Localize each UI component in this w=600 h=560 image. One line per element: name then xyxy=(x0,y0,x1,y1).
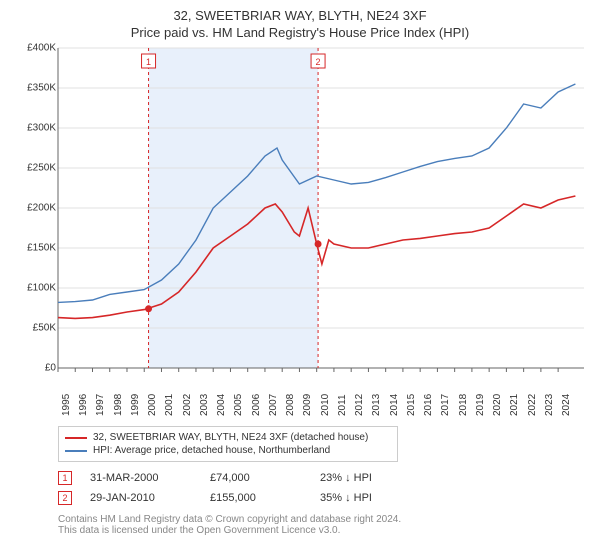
x-tick-label: 2021 xyxy=(509,394,520,416)
x-tick-label: 2018 xyxy=(458,394,469,416)
x-tick-label: 2007 xyxy=(268,394,279,416)
x-tick-label: 2011 xyxy=(337,394,348,416)
x-tick-label: 1999 xyxy=(130,394,141,416)
x-tick-label: 2009 xyxy=(302,394,313,416)
x-tick-label: 2014 xyxy=(389,394,400,416)
chart-plot-area: 12 £0£50K£100K£150K£200K£250K£300K£350K£… xyxy=(10,44,590,384)
x-tick-label: 2004 xyxy=(216,394,227,416)
legend-row: HPI: Average price, detached house, Nort… xyxy=(65,444,391,457)
title-sub: Price paid vs. HM Land Registry's House … xyxy=(10,25,590,40)
x-tick-label: 2005 xyxy=(233,394,244,416)
x-tick-label: 1998 xyxy=(113,394,124,416)
footnote-line-1: Contains HM Land Registry data © Crown c… xyxy=(58,514,590,525)
legend-swatch xyxy=(65,437,87,439)
legend-label: HPI: Average price, detached house, Nort… xyxy=(93,445,330,456)
y-tick-label: £350K xyxy=(27,83,56,94)
legend-swatch xyxy=(65,450,87,452)
x-tick-label: 2000 xyxy=(147,394,158,416)
y-tick-label: £400K xyxy=(27,43,56,54)
sale-price: £74,000 xyxy=(210,472,320,484)
sale-hpi-delta: 23% ↓ HPI xyxy=(320,472,430,484)
x-tick-label: 1995 xyxy=(61,394,72,416)
y-tick-label: £300K xyxy=(27,123,56,134)
y-axis-labels: £0 £50K £100K £150K £200K £250K £300K £350K £400… xyxy=(10,44,56,384)
title-main: 32, SWEETBRIAR WAY, BLYTH, NE24 3XF xyxy=(10,8,590,23)
footnote: Contains HM Land Registry data © Crown c… xyxy=(58,514,590,536)
sale-date: 29-JAN-2010 xyxy=(90,492,210,504)
x-tick-label: 2008 xyxy=(285,394,296,416)
x-tick-label: 2001 xyxy=(164,394,175,416)
chart-svg: 12 xyxy=(10,44,590,384)
x-tick-label: 2023 xyxy=(544,394,555,416)
footnote-line-2: This data is licensed under the Open Gov… xyxy=(58,525,590,536)
x-tick-label: 2017 xyxy=(440,394,451,416)
y-tick-label: £100K xyxy=(27,283,56,294)
x-tick-label: 1997 xyxy=(95,394,106,416)
y-tick-label: £50K xyxy=(33,323,56,334)
x-tick-label: 1996 xyxy=(78,394,89,416)
y-tick-label: £200K xyxy=(27,203,56,214)
sale-price: £155,000 xyxy=(210,492,320,504)
x-tick-label: 2019 xyxy=(475,394,486,416)
sale-index-box: 2 xyxy=(58,491,72,505)
sale-row: 1 31-MAR-2000£74,00023% ↓ HPI xyxy=(58,468,590,488)
legend-box: 32, SWEETBRIAR WAY, BLYTH, NE24 3XF (det… xyxy=(58,426,398,462)
x-tick-label: 2010 xyxy=(320,394,331,416)
y-tick-label: £250K xyxy=(27,163,56,174)
x-tick-label: 2016 xyxy=(423,394,434,416)
x-tick-label: 2003 xyxy=(199,394,210,416)
sale-hpi-delta: 35% ↓ HPI xyxy=(320,492,430,504)
x-tick-label: 2024 xyxy=(561,394,572,416)
x-tick-label: 2013 xyxy=(371,394,382,416)
x-axis-labels: 1995 1996 1997 1998 1999 2000 2001 2002 2003 2004… xyxy=(10,384,590,422)
svg-text:1: 1 xyxy=(146,57,151,67)
x-tick-label: 2006 xyxy=(251,394,262,416)
x-tick-label: 2012 xyxy=(354,394,365,416)
chart-container: 32, SWEETBRIAR WAY, BLYTH, NE24 3XF Pric… xyxy=(0,0,600,560)
svg-text:2: 2 xyxy=(316,57,321,67)
x-tick-label: 2020 xyxy=(492,394,503,416)
y-tick-label: £0 xyxy=(45,363,56,374)
x-tick-label: 2002 xyxy=(182,394,193,416)
y-tick-label: £150K xyxy=(27,243,56,254)
legend-label: 32, SWEETBRIAR WAY, BLYTH, NE24 3XF (det… xyxy=(93,432,368,443)
legend-row: 32, SWEETBRIAR WAY, BLYTH, NE24 3XF (det… xyxy=(65,431,391,444)
sale-row: 2 29-JAN-2010£155,00035% ↓ HPI xyxy=(58,488,590,508)
chart-header: 32, SWEETBRIAR WAY, BLYTH, NE24 3XF Pric… xyxy=(10,8,590,40)
sale-date: 31-MAR-2000 xyxy=(90,472,210,484)
sale-index-box: 1 xyxy=(58,471,72,485)
x-tick-label: 2015 xyxy=(406,394,417,416)
sale-summary-rows: 1 31-MAR-2000£74,00023% ↓ HPI 2 29-JAN-2010… xyxy=(58,468,590,508)
x-tick-label: 2022 xyxy=(527,394,538,416)
